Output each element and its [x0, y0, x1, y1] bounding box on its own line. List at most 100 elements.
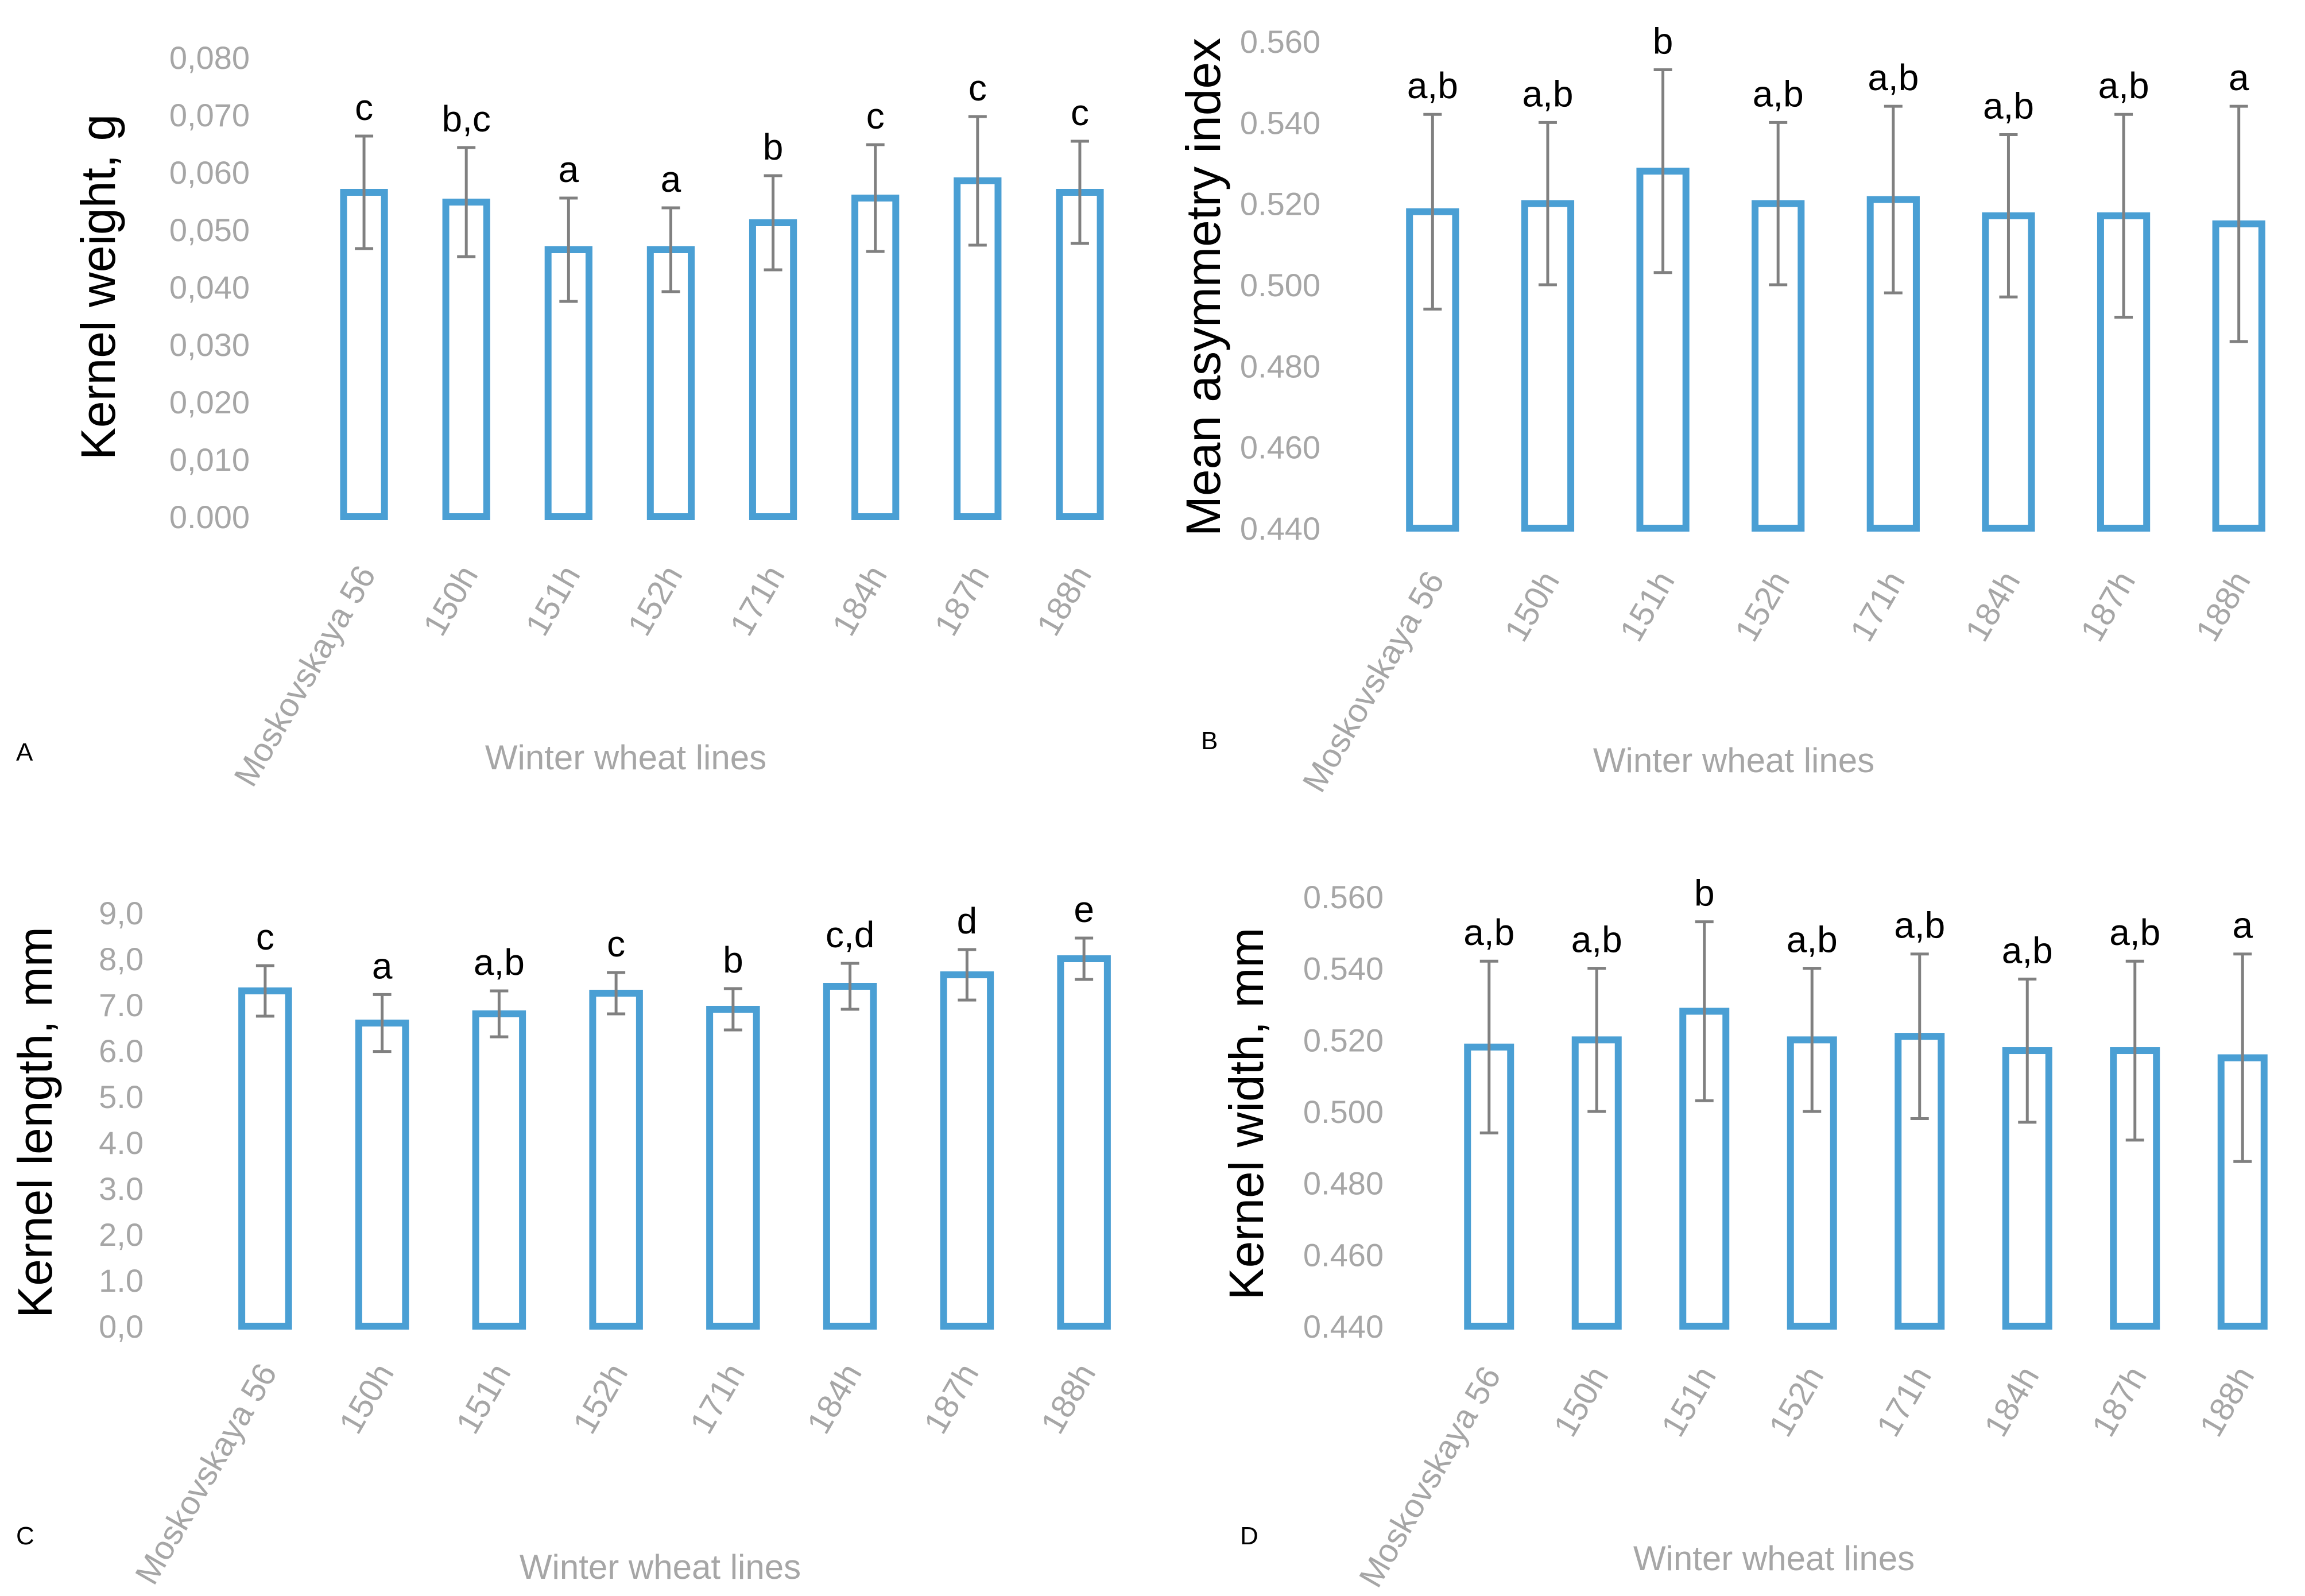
y-tick-label: 0,080: [169, 40, 250, 76]
y-tick-label: 0.460: [1303, 1237, 1384, 1273]
x-tick-label: 151h: [518, 559, 588, 642]
y-tick-label: 0,050: [169, 212, 250, 248]
bar-group: b,c: [442, 98, 491, 520]
x-tick-label: 171h: [723, 559, 792, 642]
y-tick-label: 0,010: [169, 441, 250, 478]
y-tick-label: 0.480: [1303, 1165, 1384, 1202]
y-tick-label: 0.440: [1303, 1308, 1384, 1345]
significance-label: a: [559, 149, 579, 190]
significance-label: b: [1694, 873, 1715, 914]
bar: [1056, 189, 1104, 520]
x-tick-label: 171h: [1869, 1360, 1939, 1443]
y-tick-label: 0.520: [1303, 1022, 1384, 1058]
bar-group: a,b: [2109, 912, 2160, 1330]
x-axis-title: Winter wheat lines: [520, 1548, 801, 1586]
y-tick-label: 6.0: [99, 1033, 144, 1069]
panel-label: D: [1240, 1522, 1258, 1550]
x-tick-label: 152h: [1728, 565, 1797, 648]
bar-group: c: [589, 923, 643, 1330]
bar: [706, 1006, 760, 1330]
significance-label: a,b: [1753, 73, 1804, 114]
chart-panel-a: 0.000 0,010 0,020 0,030 0,040 0,050 0,060 0,070…: [16, 40, 1104, 793]
y-tick-label: 0.500: [1303, 1094, 1384, 1130]
bar-group: a,b: [1521, 73, 1575, 532]
bar-group: a,b: [2097, 65, 2151, 532]
bar-group: d: [940, 900, 994, 1330]
x-tick-label: 188h: [2188, 565, 2258, 648]
bar-group: a,b: [472, 942, 526, 1330]
y-tick-label: 0.520: [1240, 186, 1320, 222]
x-tick-label: 184h: [1977, 1360, 2047, 1443]
x-tick-label: 188h: [2192, 1360, 2262, 1443]
x-tick-label: Moskovskaya 56: [1295, 565, 1451, 799]
significance-label: a,b: [1463, 912, 1514, 953]
significance-label: a,b: [1787, 919, 1838, 960]
bar-group: a,b: [1894, 905, 1945, 1330]
significance-label: a,b: [1407, 65, 1458, 106]
y-tick-label: 0,030: [169, 327, 250, 363]
chart-panel-d: 0.440 0.460 0.480 0.500 0.520 0.540 0.560 Kerne…: [1219, 873, 2268, 1594]
bar-group: a: [646, 158, 695, 520]
x-tick-label: 171h: [683, 1357, 752, 1440]
bar-group: b: [749, 126, 797, 520]
bar-group: c: [954, 67, 1002, 520]
y-tick-label: 5.0: [99, 1079, 144, 1115]
significance-label: e: [1074, 889, 1094, 930]
x-tick-label: 152h: [1762, 1360, 1831, 1443]
bar: [940, 971, 994, 1330]
x-tick-label: 187h: [2085, 1360, 2154, 1443]
significance-label: b: [763, 126, 784, 168]
x-tick-label: 188h: [1029, 559, 1099, 642]
y-axis-title: Kernel width, mm: [1219, 928, 1273, 1300]
bar-group: c: [1056, 92, 1104, 520]
bar: [589, 990, 643, 1330]
x-tick-label: 150h: [332, 1357, 401, 1440]
bar: [238, 987, 292, 1330]
bar-group: a: [355, 945, 409, 1330]
bar-group: a: [544, 149, 592, 520]
significance-label: a: [661, 158, 681, 200]
x-tick-label: 150h: [416, 559, 486, 642]
x-tick-label: Moskovskaya 56: [128, 1357, 284, 1591]
bar: [2212, 220, 2265, 532]
significance-label: b,c: [442, 98, 491, 140]
bar-group: a,b: [1571, 919, 1622, 1330]
y-tick-label: 0.440: [1240, 510, 1320, 547]
bar-group: a,b: [1406, 65, 1459, 532]
x-axis-title: Winter wheat lines: [485, 738, 766, 777]
y-tick-label: 0.560: [1240, 24, 1320, 60]
bar-group: c: [238, 916, 292, 1330]
significance-label: c: [866, 95, 885, 137]
y-tick-label: 0.560: [1303, 879, 1384, 915]
significance-label: a,b: [2098, 65, 2149, 106]
y-tick-label: 0.500: [1240, 267, 1320, 303]
y-tick-label: 2,0: [99, 1217, 144, 1253]
significance-label: a,b: [2002, 929, 2053, 971]
bar-group: a,b: [1752, 73, 1805, 532]
significance-label: a,b: [474, 942, 525, 983]
x-tick-label: 184h: [825, 559, 894, 642]
significance-label: b: [1653, 20, 1673, 61]
significance-label: a: [2229, 57, 2249, 98]
y-tick-label: 9,0: [99, 895, 144, 931]
bar-group: c: [851, 95, 900, 520]
bar-group: a,b: [1982, 86, 2035, 532]
bar-group: a: [2212, 57, 2265, 532]
x-tick-label: 152h: [621, 559, 690, 642]
y-tick-label: 1.0: [99, 1262, 144, 1299]
y-tick-label: 4.0: [99, 1125, 144, 1161]
significance-label: a,b: [1894, 905, 1945, 946]
x-tick-label: 150h: [1497, 565, 1567, 648]
x-tick-label: 151h: [1613, 565, 1682, 648]
panel-label: C: [16, 1522, 34, 1550]
x-tick-label: 184h: [800, 1357, 869, 1440]
y-tick-label: 0,0: [99, 1308, 144, 1345]
bar-group: a,b: [1463, 912, 1514, 1330]
bar-group: a,b: [1787, 919, 1838, 1330]
x-axis-title: Winter wheat lines: [1593, 741, 1874, 780]
significance-label: b: [723, 939, 743, 981]
y-tick-label: 0,070: [169, 97, 250, 133]
y-axis-title: Kernel length, mm: [8, 927, 62, 1318]
significance-label: a,b: [2109, 912, 2160, 953]
